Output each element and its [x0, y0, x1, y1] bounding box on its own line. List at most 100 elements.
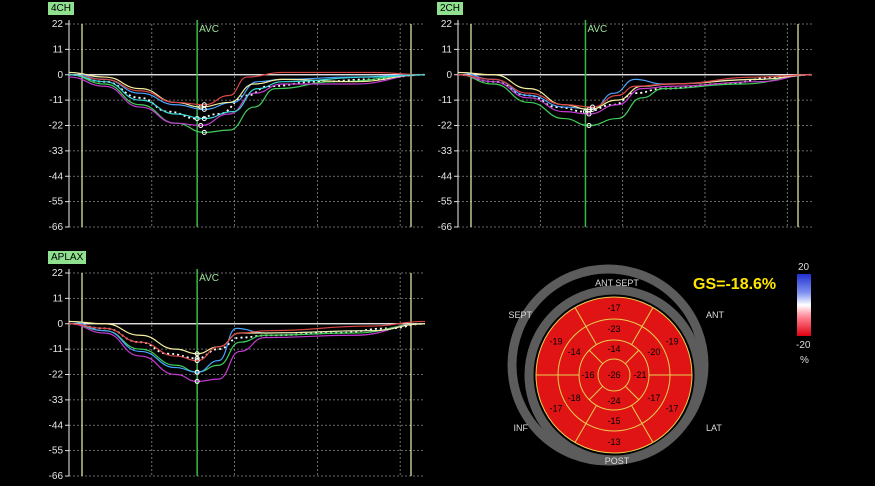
y-tick-label: -11: [49, 95, 63, 106]
peak-marker: [194, 358, 200, 364]
segment-value: -20: [647, 347, 660, 357]
y-tick-label: 11: [53, 44, 64, 55]
y-tick-label: -44: [49, 171, 64, 182]
scale-bottom-label: -20: [796, 340, 811, 351]
scale-unit-label: %: [800, 355, 809, 366]
segment-value: -15: [607, 416, 620, 426]
y-tick-label: 22: [52, 268, 64, 279]
y-tick-label: -33: [438, 146, 453, 157]
strain-curve: [68, 323, 426, 383]
peak-marker: [201, 116, 207, 122]
wall-label-sept: SEPT: [508, 310, 532, 320]
segment-value: -21: [633, 370, 646, 380]
y-tick-label: 0: [57, 70, 63, 81]
y-tick-label: 0: [446, 70, 452, 81]
peak-marker: [590, 104, 596, 110]
strain-curve: [457, 71, 813, 110]
strain-curve: [68, 320, 426, 355]
y-tick-label: -22: [438, 121, 453, 132]
segment-divider: [631, 405, 654, 443]
y-tick-label: 11: [53, 293, 64, 304]
strain-curve: [457, 74, 813, 127]
y-tick-label: -44: [438, 171, 453, 182]
y-tick-label: -33: [49, 395, 64, 406]
segment-value: -17: [666, 404, 679, 414]
peak-marker: [586, 123, 592, 128]
y-tick-label: -11: [49, 344, 63, 355]
strain-curve: [68, 73, 426, 120]
y-tick-label: -33: [49, 146, 64, 157]
view-label-2ch: 2CH: [437, 2, 464, 15]
segment-divider: [574, 307, 597, 345]
segment-value: -16: [581, 370, 594, 380]
chart-aplax: APLAX 22 11 0 -11 -22 -33 -44 -55 -66 AVC: [0, 0, 430, 486]
segment-value: -18: [568, 393, 581, 403]
strain-curve: [457, 74, 813, 108]
strain-curve: [457, 73, 813, 113]
segment-value: -24: [607, 396, 620, 406]
wall-label-ant-sept: ANT SEPT: [595, 278, 639, 288]
strain-curve: [68, 74, 426, 134]
strain-curve: [68, 320, 426, 362]
segment-value: -17: [549, 404, 562, 414]
y-tick-label: -55: [49, 197, 64, 208]
avc-label: AVC: [199, 273, 219, 284]
segment-value: -19: [666, 337, 679, 347]
peak-marker: [586, 111, 592, 117]
peak-marker: [201, 102, 207, 108]
y-tick-label: 22: [52, 19, 64, 30]
chart-4ch: 4CH 22 11 0 -11 -22 -33 -44 -55 -66 AVC: [0, 0, 430, 235]
y-tick-label: 0: [57, 319, 63, 330]
segment-value: -14: [568, 347, 581, 357]
wall-label-ant: ANT: [706, 310, 725, 320]
segment-divider: [631, 307, 654, 345]
strain-curve: [68, 323, 426, 373]
segment-divider: [574, 405, 597, 443]
y-tick-label: -44: [49, 420, 64, 431]
bullseye-outer-ring: [524, 285, 704, 465]
global-strain-value: GS=-18.6%: [693, 276, 777, 293]
segment-divider: [588, 349, 604, 365]
y-tick-label: -55: [49, 446, 64, 457]
segment-divider: [624, 385, 640, 401]
avc-label: AVC: [199, 24, 219, 35]
wall-label-inf: INF: [514, 423, 529, 433]
segment-value: -17: [647, 393, 660, 403]
chart-2ch: 2CH 22 11 0 -11 -22 -33 -44 -55 -66 AVC: [0, 0, 875, 235]
color-scale: [797, 274, 811, 336]
strain-chart-4ch: 22 11 0 -11 -22 -33 -44 -55 -66 AVC: [49, 19, 426, 233]
segment-value: -19: [549, 337, 562, 347]
strain-curve: [68, 74, 426, 127]
avc-label: AVC: [587, 24, 607, 35]
peak-marker: [194, 351, 200, 357]
y-tick-label: 22: [441, 19, 453, 30]
y-tick-label: -22: [49, 121, 64, 132]
strain-chart-2ch: 22 11 0 -11 -22 -33 -44 -55 -66 AVC: [438, 19, 813, 233]
strain-curve: [68, 71, 426, 106]
strain-curve: [68, 71, 426, 108]
segment-value: -13: [607, 437, 620, 447]
peak-marker: [194, 378, 200, 384]
y-tick-label: -66: [49, 471, 64, 482]
segment-value: -26: [607, 370, 620, 380]
wall-label-post: POST: [605, 456, 630, 466]
y-tick-label: 11: [442, 44, 453, 55]
view-label-4ch: 4CH: [48, 2, 75, 15]
y-tick-label: -22: [49, 370, 64, 381]
y-tick-label: -66: [438, 222, 453, 233]
segment-divider: [624, 349, 640, 365]
peak-marker: [194, 369, 200, 375]
strain-curve: [457, 74, 813, 115]
strain-curve: [68, 71, 426, 110]
segment-divider: [588, 385, 604, 401]
y-tick-label: -66: [49, 222, 64, 233]
y-tick-label: -11: [438, 95, 452, 106]
bullseye-ring: [597, 358, 631, 392]
strain-curve: [68, 74, 426, 120]
wall-label-lat: LAT: [706, 423, 722, 433]
view-label-aplax: APLAX: [48, 251, 87, 264]
segment-value: -14: [607, 344, 620, 354]
y-tick-label: -55: [438, 197, 453, 208]
segment-value: -17: [607, 303, 620, 313]
